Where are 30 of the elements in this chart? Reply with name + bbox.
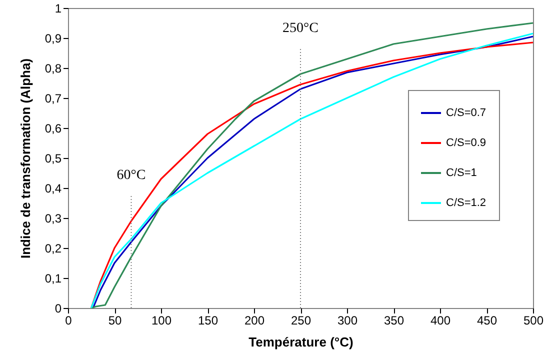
y-tick-label: 0,3 [44, 212, 62, 226]
y-axis-title: Indice de transformation (Alpha) [18, 58, 33, 259]
y-tick-label: 0,4 [44, 182, 62, 196]
x-tick-label: 300 [337, 314, 358, 328]
x-tick-label: 250 [290, 314, 312, 328]
x-axis-title: Température (°C) [248, 334, 354, 350]
y-tick-label: 0,9 [44, 32, 62, 46]
x-tick-label: 350 [384, 314, 404, 328]
x-tick-label: 500 [523, 314, 544, 328]
y-tick-label: 0,2 [44, 242, 62, 256]
ref-line-label: 60°C [116, 168, 146, 183]
legend-label: C/S=0.9 [446, 137, 486, 149]
y-tick-label: 0,5 [44, 152, 62, 166]
y-tick-label: 0 [54, 302, 62, 316]
x-tick-label: 50 [108, 314, 122, 328]
ref-line-label: 250°C [282, 21, 318, 36]
y-tick-label: 0,1 [44, 272, 62, 286]
y-tick-label: 0,7 [44, 92, 62, 106]
x-tick-label: 0 [65, 314, 72, 328]
y-tick-label: 1 [54, 2, 62, 16]
x-tick-label: 400 [430, 314, 451, 328]
x-tick-label: 450 [476, 314, 498, 328]
x-tick-label: 100 [151, 314, 172, 328]
x-tick-label: 200 [244, 314, 265, 328]
y-tick-label: 0,6 [44, 122, 62, 136]
legend-label: C/S=1 [446, 167, 477, 179]
legend-label: C/S=1.2 [446, 197, 486, 209]
x-tick-label: 150 [198, 314, 218, 328]
legend-label: C/S=0.7 [446, 107, 486, 119]
y-tick-label: 0,8 [44, 62, 62, 76]
